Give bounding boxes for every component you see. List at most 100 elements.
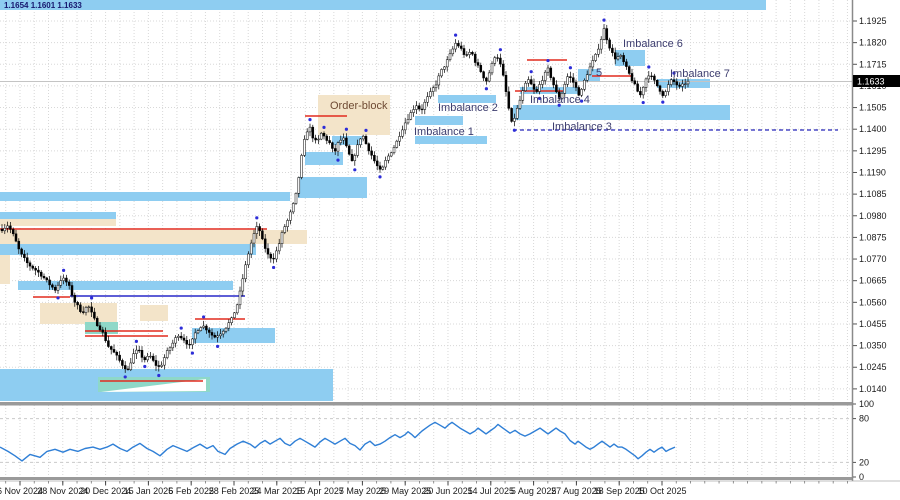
imbalance-zone bbox=[305, 152, 343, 165]
candle bbox=[115, 351, 119, 356]
candle bbox=[121, 360, 124, 366]
candle bbox=[577, 87, 581, 96]
candle bbox=[95, 317, 99, 326]
imbalance-label: Imbalance 1 bbox=[414, 126, 474, 138]
candle bbox=[291, 203, 295, 213]
fractal-dot bbox=[580, 99, 584, 103]
candle bbox=[675, 81, 679, 86]
candle bbox=[160, 364, 163, 367]
candle bbox=[521, 90, 525, 101]
price-tick-label: 1.0350 bbox=[859, 341, 887, 351]
indicator-panel bbox=[0, 421, 676, 462]
fractal-dot bbox=[190, 351, 194, 355]
candle bbox=[653, 75, 656, 81]
fractal-dot bbox=[661, 100, 665, 104]
imbalance-zone bbox=[615, 50, 645, 66]
candle bbox=[151, 355, 155, 361]
candle bbox=[9, 225, 12, 230]
candle bbox=[23, 253, 26, 258]
candle bbox=[317, 138, 320, 141]
candle bbox=[188, 343, 191, 346]
candle bbox=[563, 84, 567, 94]
price-tick-label: 1.0245 bbox=[859, 362, 887, 372]
candle bbox=[678, 84, 681, 87]
imbalance-zone bbox=[0, 192, 290, 201]
price-tick-label: 1.0455 bbox=[859, 319, 887, 329]
price-tick-label: 1.1820 bbox=[859, 38, 887, 48]
candle bbox=[76, 302, 79, 306]
candle bbox=[331, 142, 334, 149]
candle bbox=[238, 290, 242, 306]
candle bbox=[672, 79, 676, 82]
candle bbox=[241, 278, 245, 292]
date-tick-label: 5 Aug 2025 bbox=[511, 486, 557, 496]
candle bbox=[644, 78, 648, 88]
candle bbox=[403, 122, 407, 131]
candle bbox=[199, 327, 203, 331]
candle bbox=[367, 143, 371, 152]
candle bbox=[639, 91, 642, 96]
candle bbox=[501, 63, 505, 76]
candle bbox=[235, 304, 239, 314]
candle bbox=[123, 365, 127, 370]
candle bbox=[445, 59, 449, 68]
fractal-dot bbox=[647, 65, 651, 69]
imbalance-zone bbox=[513, 105, 730, 120]
candle bbox=[669, 79, 673, 85]
candle bbox=[353, 155, 357, 161]
price-tick-label: 1.0140 bbox=[859, 384, 887, 394]
order-block-zone bbox=[0, 219, 116, 226]
price-tick-label: 1.1505 bbox=[859, 103, 887, 113]
price-tick-label: 1.0665 bbox=[859, 276, 887, 286]
current-price-tag: 1.1633 bbox=[853, 75, 900, 87]
candle bbox=[233, 312, 236, 318]
candle bbox=[126, 368, 130, 370]
candle bbox=[541, 80, 544, 85]
imbalance-label: Imbalance 7 bbox=[670, 68, 730, 80]
candle bbox=[462, 48, 466, 55]
order-block-zone bbox=[318, 95, 390, 135]
candle bbox=[375, 160, 379, 167]
price-tick-label: 1.1085 bbox=[859, 189, 887, 199]
fractal-dot bbox=[364, 128, 368, 132]
candle bbox=[641, 87, 645, 96]
candle bbox=[622, 55, 625, 63]
candle bbox=[140, 350, 144, 358]
candle bbox=[487, 72, 491, 82]
candle bbox=[588, 66, 592, 75]
candle bbox=[661, 91, 665, 96]
candle bbox=[294, 193, 298, 204]
candle bbox=[611, 47, 614, 53]
candle bbox=[193, 332, 197, 340]
fractal-dot bbox=[512, 128, 517, 132]
imbalance-zone bbox=[18, 281, 233, 290]
candle bbox=[619, 55, 623, 57]
candle bbox=[219, 333, 222, 337]
candle bbox=[135, 349, 138, 354]
candle bbox=[53, 286, 57, 291]
candle bbox=[479, 65, 483, 72]
candle bbox=[20, 248, 23, 255]
candle bbox=[381, 166, 385, 170]
candle bbox=[258, 226, 261, 232]
candle bbox=[272, 257, 275, 260]
candle bbox=[137, 349, 141, 352]
candle bbox=[3, 227, 7, 232]
fractal-dot bbox=[272, 265, 276, 270]
candle bbox=[426, 96, 429, 103]
candle bbox=[549, 67, 553, 78]
candle bbox=[266, 248, 270, 255]
fractal-dot bbox=[134, 339, 138, 343]
candle bbox=[373, 155, 376, 162]
order-block-label: Order-block bbox=[330, 100, 388, 112]
candle bbox=[359, 138, 362, 146]
candle bbox=[409, 112, 413, 120]
candle bbox=[118, 354, 121, 361]
candle bbox=[11, 229, 15, 235]
candle bbox=[451, 48, 455, 55]
candle bbox=[608, 39, 611, 49]
date-tick-label: 15 Jan 2025 bbox=[124, 486, 174, 496]
candle bbox=[0, 228, 4, 232]
candle bbox=[202, 325, 205, 328]
